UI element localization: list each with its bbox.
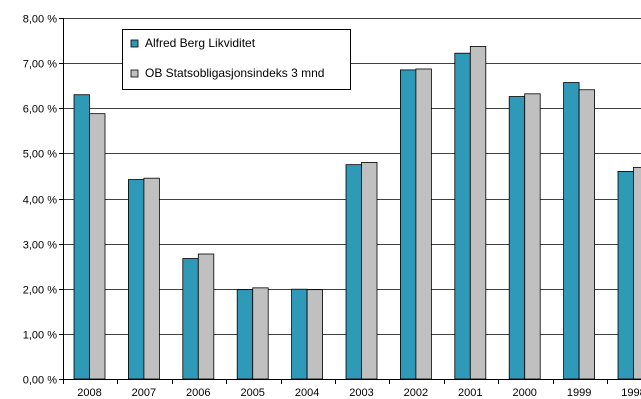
bar-ob-index-2002: [415, 68, 432, 380]
legend-label: OB Statsobligasjonsindeks 3 mnd: [145, 66, 324, 80]
bar-ob-index-2006: [197, 253, 215, 380]
y-tick-label: 1,00 %: [23, 330, 57, 342]
legend-swatch: [130, 39, 139, 48]
bar-ob-index-2000: [524, 93, 541, 380]
bar-alfred-berg-2007: [127, 179, 145, 380]
bar-alfred-berg-2002: [399, 69, 417, 380]
y-tick-label: 6,00 %: [23, 104, 57, 116]
y-axis-ticks: 0,00 % 1,00 % 2,00 % 3,00 % 4,00 % 5,00 % 6,00…: [23, 14, 63, 387]
legend-label: Alfred Berg Likviditet: [145, 36, 256, 50]
bar-ob-index-2004: [306, 289, 324, 380]
x-tick-label: 2000: [512, 387, 536, 399]
bar-alfred-berg-1998: [617, 171, 634, 380]
bar-alfred-berg-2003: [345, 164, 362, 380]
x-tick-label: 2002: [404, 387, 428, 399]
bar-alfred-berg-2004: [291, 288, 308, 380]
y-tick-label: 3,00 %: [23, 240, 57, 252]
bar-ob-index-1998: [633, 166, 641, 380]
x-tick-label: 2001: [458, 387, 482, 399]
x-tick-label: 2005: [240, 387, 264, 399]
bar-ob-index-2008: [89, 113, 106, 380]
y-tick-label: 5,00 %: [23, 149, 57, 161]
bar-ob-index-2001: [469, 46, 487, 380]
bar-ob-index-2007: [143, 177, 160, 380]
x-tick-label: 1998: [621, 387, 641, 399]
y-tick-label: 7,00 %: [23, 59, 57, 71]
y-tick-label: 4,00 %: [23, 195, 57, 207]
legend-box: [122, 29, 351, 90]
bar-alfred-berg-2008: [73, 94, 90, 380]
bar-alfred-berg-2000: [508, 96, 526, 380]
y-tick-label: 8,00 %: [23, 14, 57, 26]
y-tick-label: 0,00 %: [23, 375, 57, 387]
bar-alfred-berg-2006: [182, 258, 199, 380]
x-tick-label: 2004: [295, 387, 319, 399]
bar-ob-index-2005: [252, 287, 269, 380]
x-tick-label: 1999: [567, 387, 591, 399]
legend: Alfred Berg Likviditet OB Statsobligasjon…: [122, 29, 351, 90]
bars: [73, 46, 641, 380]
bar-ob-index-2003: [361, 161, 378, 380]
legend-swatch: [130, 69, 139, 78]
x-tick-label: 2006: [186, 387, 210, 399]
x-tick-label: 2003: [349, 387, 373, 399]
bar-alfred-berg-1999: [563, 82, 580, 380]
x-tick-label: 2008: [77, 387, 101, 399]
bar-alfred-berg-2001: [454, 52, 471, 380]
bar-ob-index-1999: [578, 89, 595, 380]
x-axis-ticks: 2008 2007 2006 2005 2004 2003 2002 2001 2000 1999…: [63, 379, 641, 399]
bar-alfred-berg-2005: [236, 289, 254, 380]
x-tick-label: 2007: [132, 387, 156, 399]
y-tick-label: 2,00 %: [23, 285, 57, 297]
axes: [63, 18, 641, 380]
